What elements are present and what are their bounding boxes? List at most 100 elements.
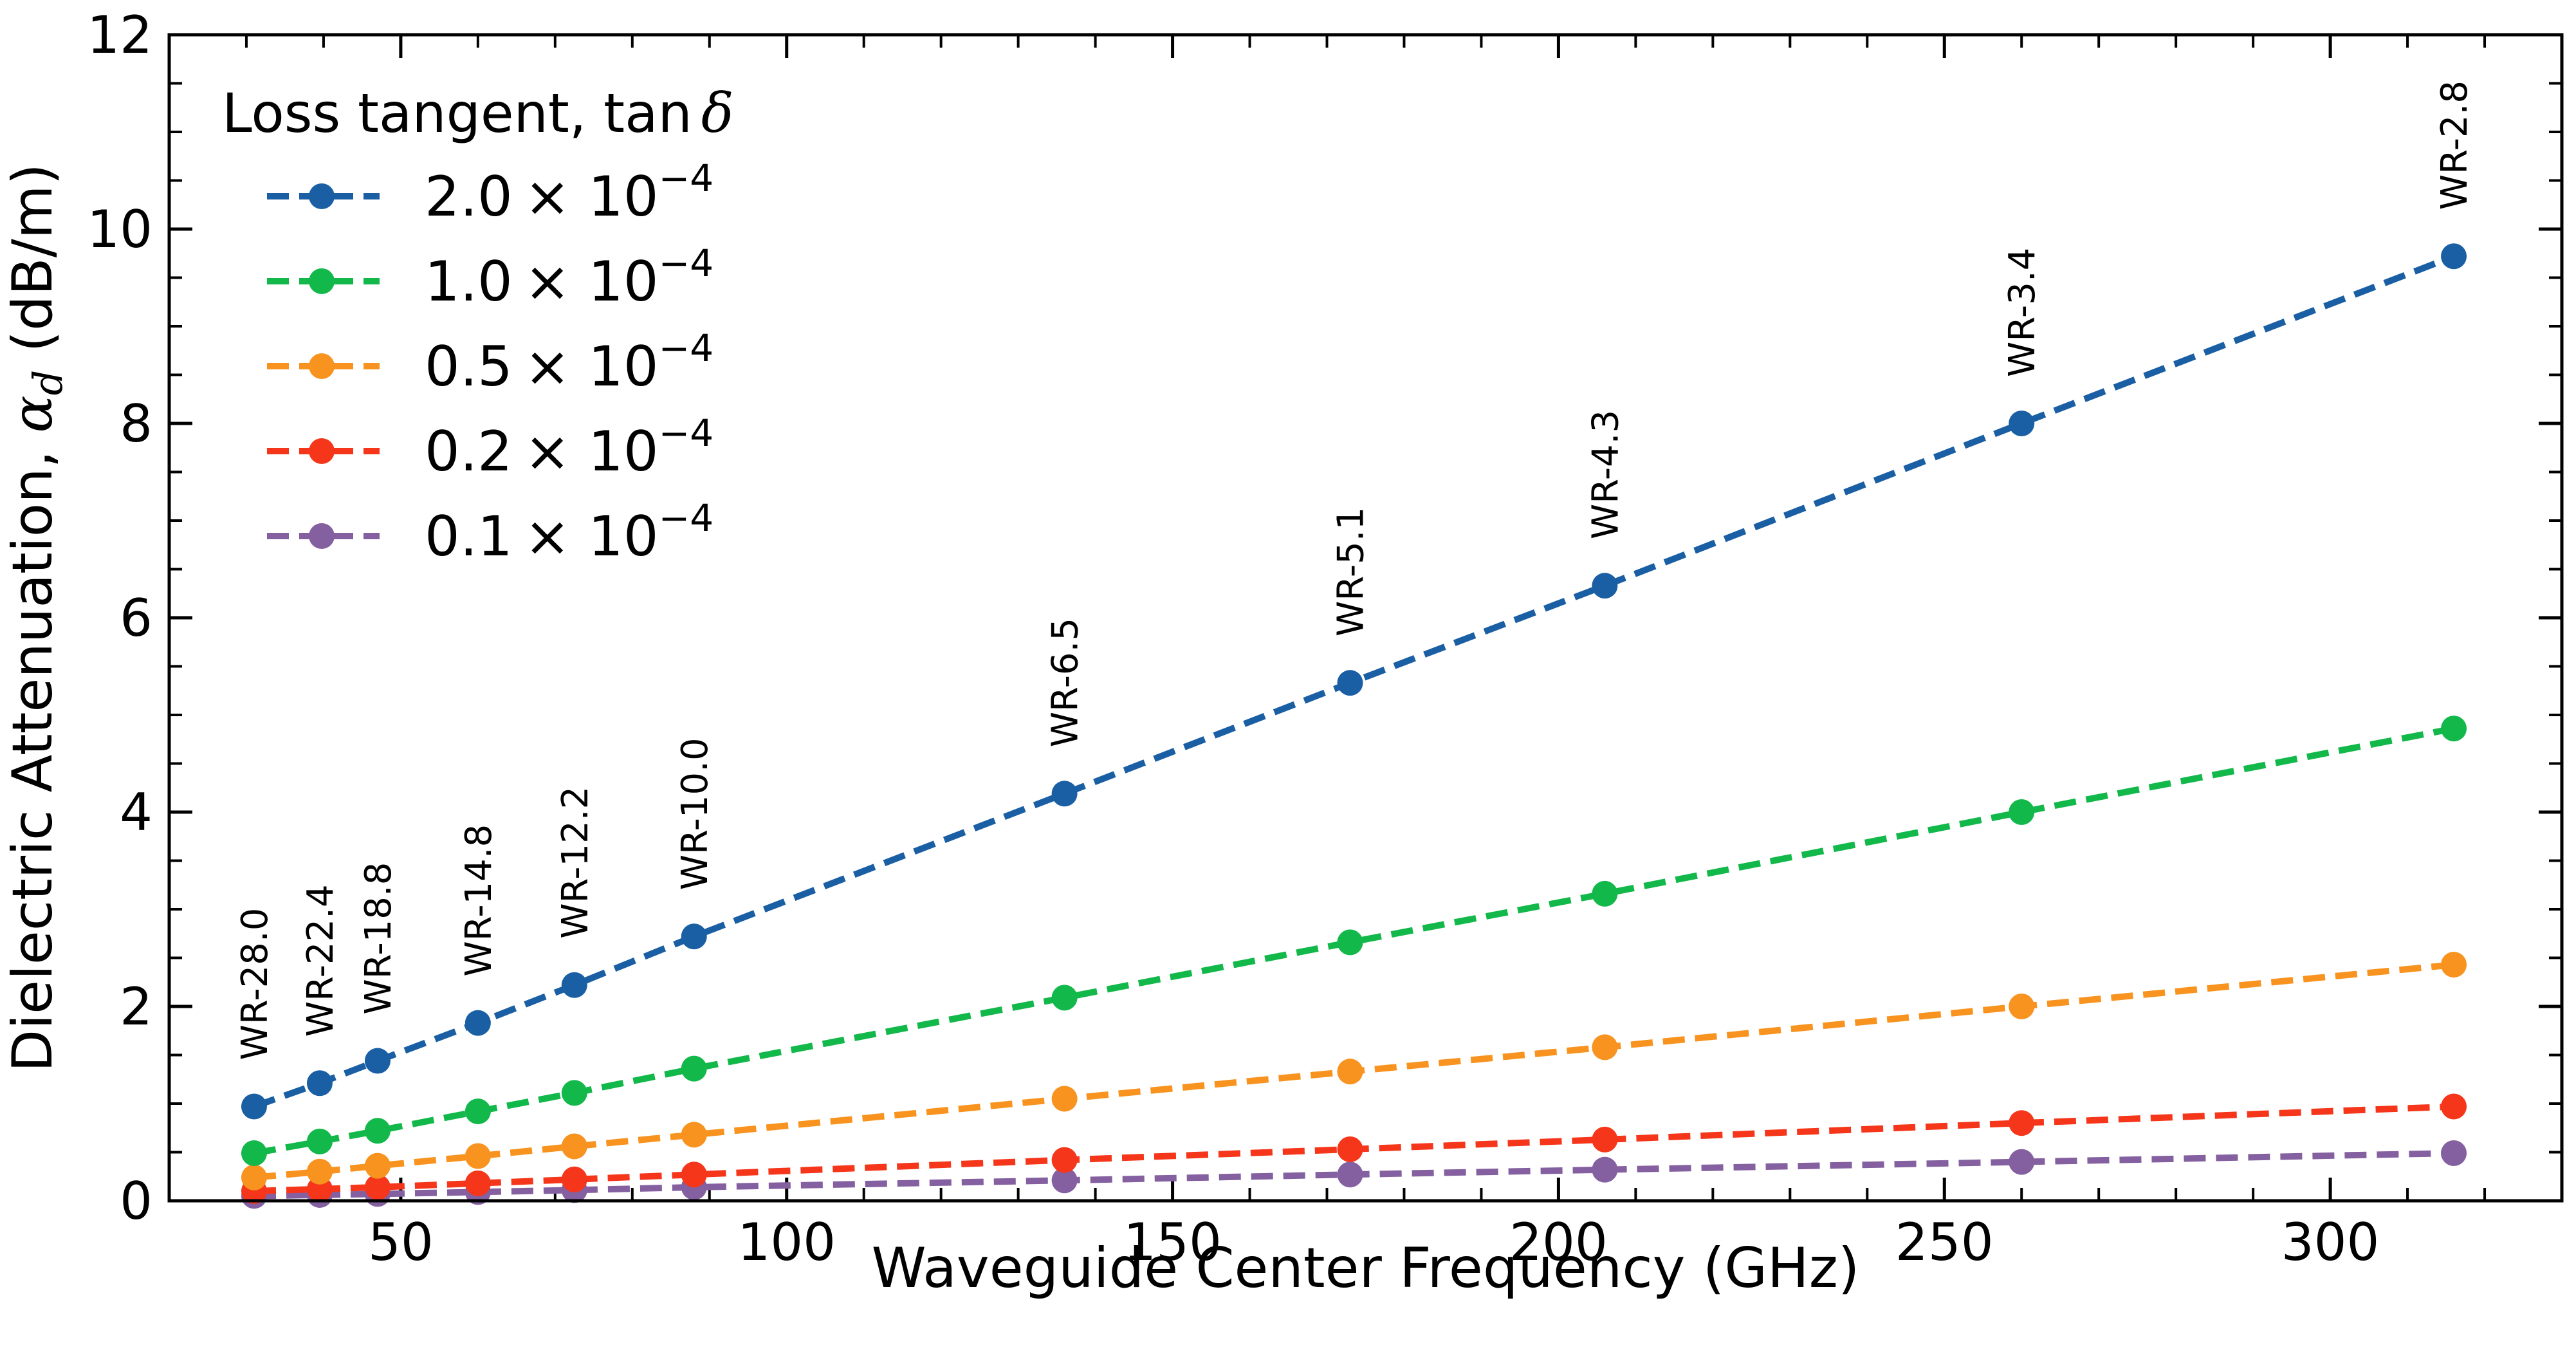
y-axis-label-unit: (dB/m) (1, 163, 65, 370)
x-tick-label: 150 (1123, 1212, 1222, 1272)
legend-label: 0.2 × 10−4 (425, 411, 713, 484)
data-point (2441, 243, 2467, 270)
data-point (1337, 670, 1363, 696)
legend-base: × 10 (524, 335, 659, 399)
waveguide-label: WR-18.8 (358, 862, 400, 1015)
data-point (241, 1164, 267, 1190)
data-point (241, 1093, 267, 1120)
data-point (1592, 573, 1618, 599)
data-point (1337, 1136, 1363, 1162)
data-point (1337, 1059, 1363, 1085)
y-tick-label: 10 (87, 199, 152, 259)
legend-item: 0.5 × 10−4 (267, 326, 713, 399)
y-tick-label: 2 (120, 977, 152, 1037)
legend-label: 2.0 × 10−4 (425, 156, 713, 229)
y-tick-label: 0 (120, 1171, 152, 1231)
data-point (364, 1153, 391, 1179)
y-axis-label-subscript: d (24, 370, 71, 396)
x-tick-label: 50 (368, 1212, 434, 1272)
legend-exp: −4 (659, 411, 714, 455)
legend-marker (309, 353, 335, 379)
y-axis-label-symbol: α (1, 395, 65, 432)
data-point (465, 1143, 491, 1169)
waveguide-label: WR-10.0 (674, 737, 716, 890)
data-point (2441, 1140, 2467, 1167)
legend-label: 0.1 × 10−4 (425, 496, 713, 569)
waveguide-label: WR-12.2 (555, 786, 596, 939)
data-point (1337, 929, 1363, 956)
series-line (253, 725, 2454, 1156)
legend-marker (309, 438, 335, 464)
legend-exp: −4 (659, 326, 714, 370)
y-axis-label-main: Dielectric Attenuation, (1, 433, 65, 1073)
series-line (253, 1103, 2454, 1194)
data-point (1592, 1126, 1618, 1153)
data-point (2009, 1149, 2035, 1175)
data-point (681, 1122, 707, 1148)
waveguide-labels: WR-28.0 WR-22.4 WR-18.8 WR-14.8 WR-12.2 WR-10… (234, 80, 2476, 1060)
data-point (2009, 411, 2035, 436)
legend-base: × 10 (524, 505, 659, 569)
legend-title: Loss tangent, tan δ (222, 82, 733, 145)
data-point (681, 1162, 707, 1188)
data-point (1592, 880, 1618, 907)
data-point (561, 1133, 587, 1160)
legend-exp: −4 (659, 241, 714, 285)
data-point (465, 1098, 491, 1125)
waveguide-label: WR-14.8 (458, 824, 500, 977)
data-point (561, 972, 587, 998)
data-point (2441, 1093, 2467, 1120)
data-point (2009, 994, 2035, 1019)
data-point (465, 1170, 491, 1196)
y-tick-label: 6 (120, 588, 152, 648)
legend-item: 2.0 × 10−4 (267, 156, 713, 229)
data-point (1051, 1167, 1078, 1194)
data-point (241, 1140, 267, 1167)
legend-coef: 0.5 (425, 335, 513, 399)
legend-marker (309, 183, 335, 209)
series-1.0 (241, 716, 2467, 1167)
data-point (364, 1174, 391, 1200)
legend-exp: −4 (659, 496, 714, 540)
legend-coef: 2.0 (425, 165, 513, 229)
legend-base: × 10 (524, 165, 659, 229)
data-point (1051, 985, 1078, 1011)
legend-exp: −4 (659, 156, 714, 200)
data-point (364, 1118, 391, 1144)
data-point (1592, 1156, 1618, 1183)
data-point (2009, 1110, 2035, 1136)
data-point (1337, 1162, 1363, 1188)
data-point (561, 1166, 587, 1192)
legend-marker (309, 523, 335, 549)
legend: Loss tangent, tan δ 2.0 × 10−41.0 × 10−40.5… (222, 82, 733, 569)
data-point (306, 1070, 333, 1097)
data-point (2441, 716, 2467, 742)
series-0.5 (241, 952, 2467, 1190)
tick-labels: 50 100 150 200 250 300 0 2 4 6 8 10 12 (87, 5, 2379, 1272)
waveguide-label: WR-4.3 (1585, 410, 1626, 539)
waveguide-label: WR-2.8 (2434, 80, 2476, 210)
legend-title-symbol: δ (701, 82, 734, 145)
waveguide-label: WR-22.4 (300, 884, 342, 1037)
x-axis-label: Waveguide Center Frequency (GHz) (872, 1236, 1860, 1301)
legend-label: 1.0 × 10−4 (425, 241, 713, 314)
y-tick-label: 8 (120, 394, 152, 454)
data-point (681, 923, 707, 950)
legend-title-text: Loss tangent, tan (222, 82, 692, 145)
plot-frame (167, 33, 2564, 1203)
data-point (306, 1128, 333, 1154)
series-layer (241, 243, 2467, 1209)
legend-coef: 0.1 (425, 505, 513, 569)
waveguide-label: WR-3.4 (2001, 248, 2043, 377)
data-point (364, 1048, 391, 1074)
x-tick-label: 300 (2281, 1212, 2380, 1272)
x-tick-label: 100 (737, 1212, 836, 1272)
waveguide-label: WR-6.5 (1045, 618, 1087, 747)
y-tick-label: 12 (87, 5, 152, 65)
data-point (2441, 952, 2467, 978)
data-point (1051, 1147, 1078, 1173)
x-tick-label: 250 (1895, 1212, 1994, 1272)
y-tick-label: 4 (120, 782, 152, 842)
legend-base: × 10 (524, 250, 659, 314)
